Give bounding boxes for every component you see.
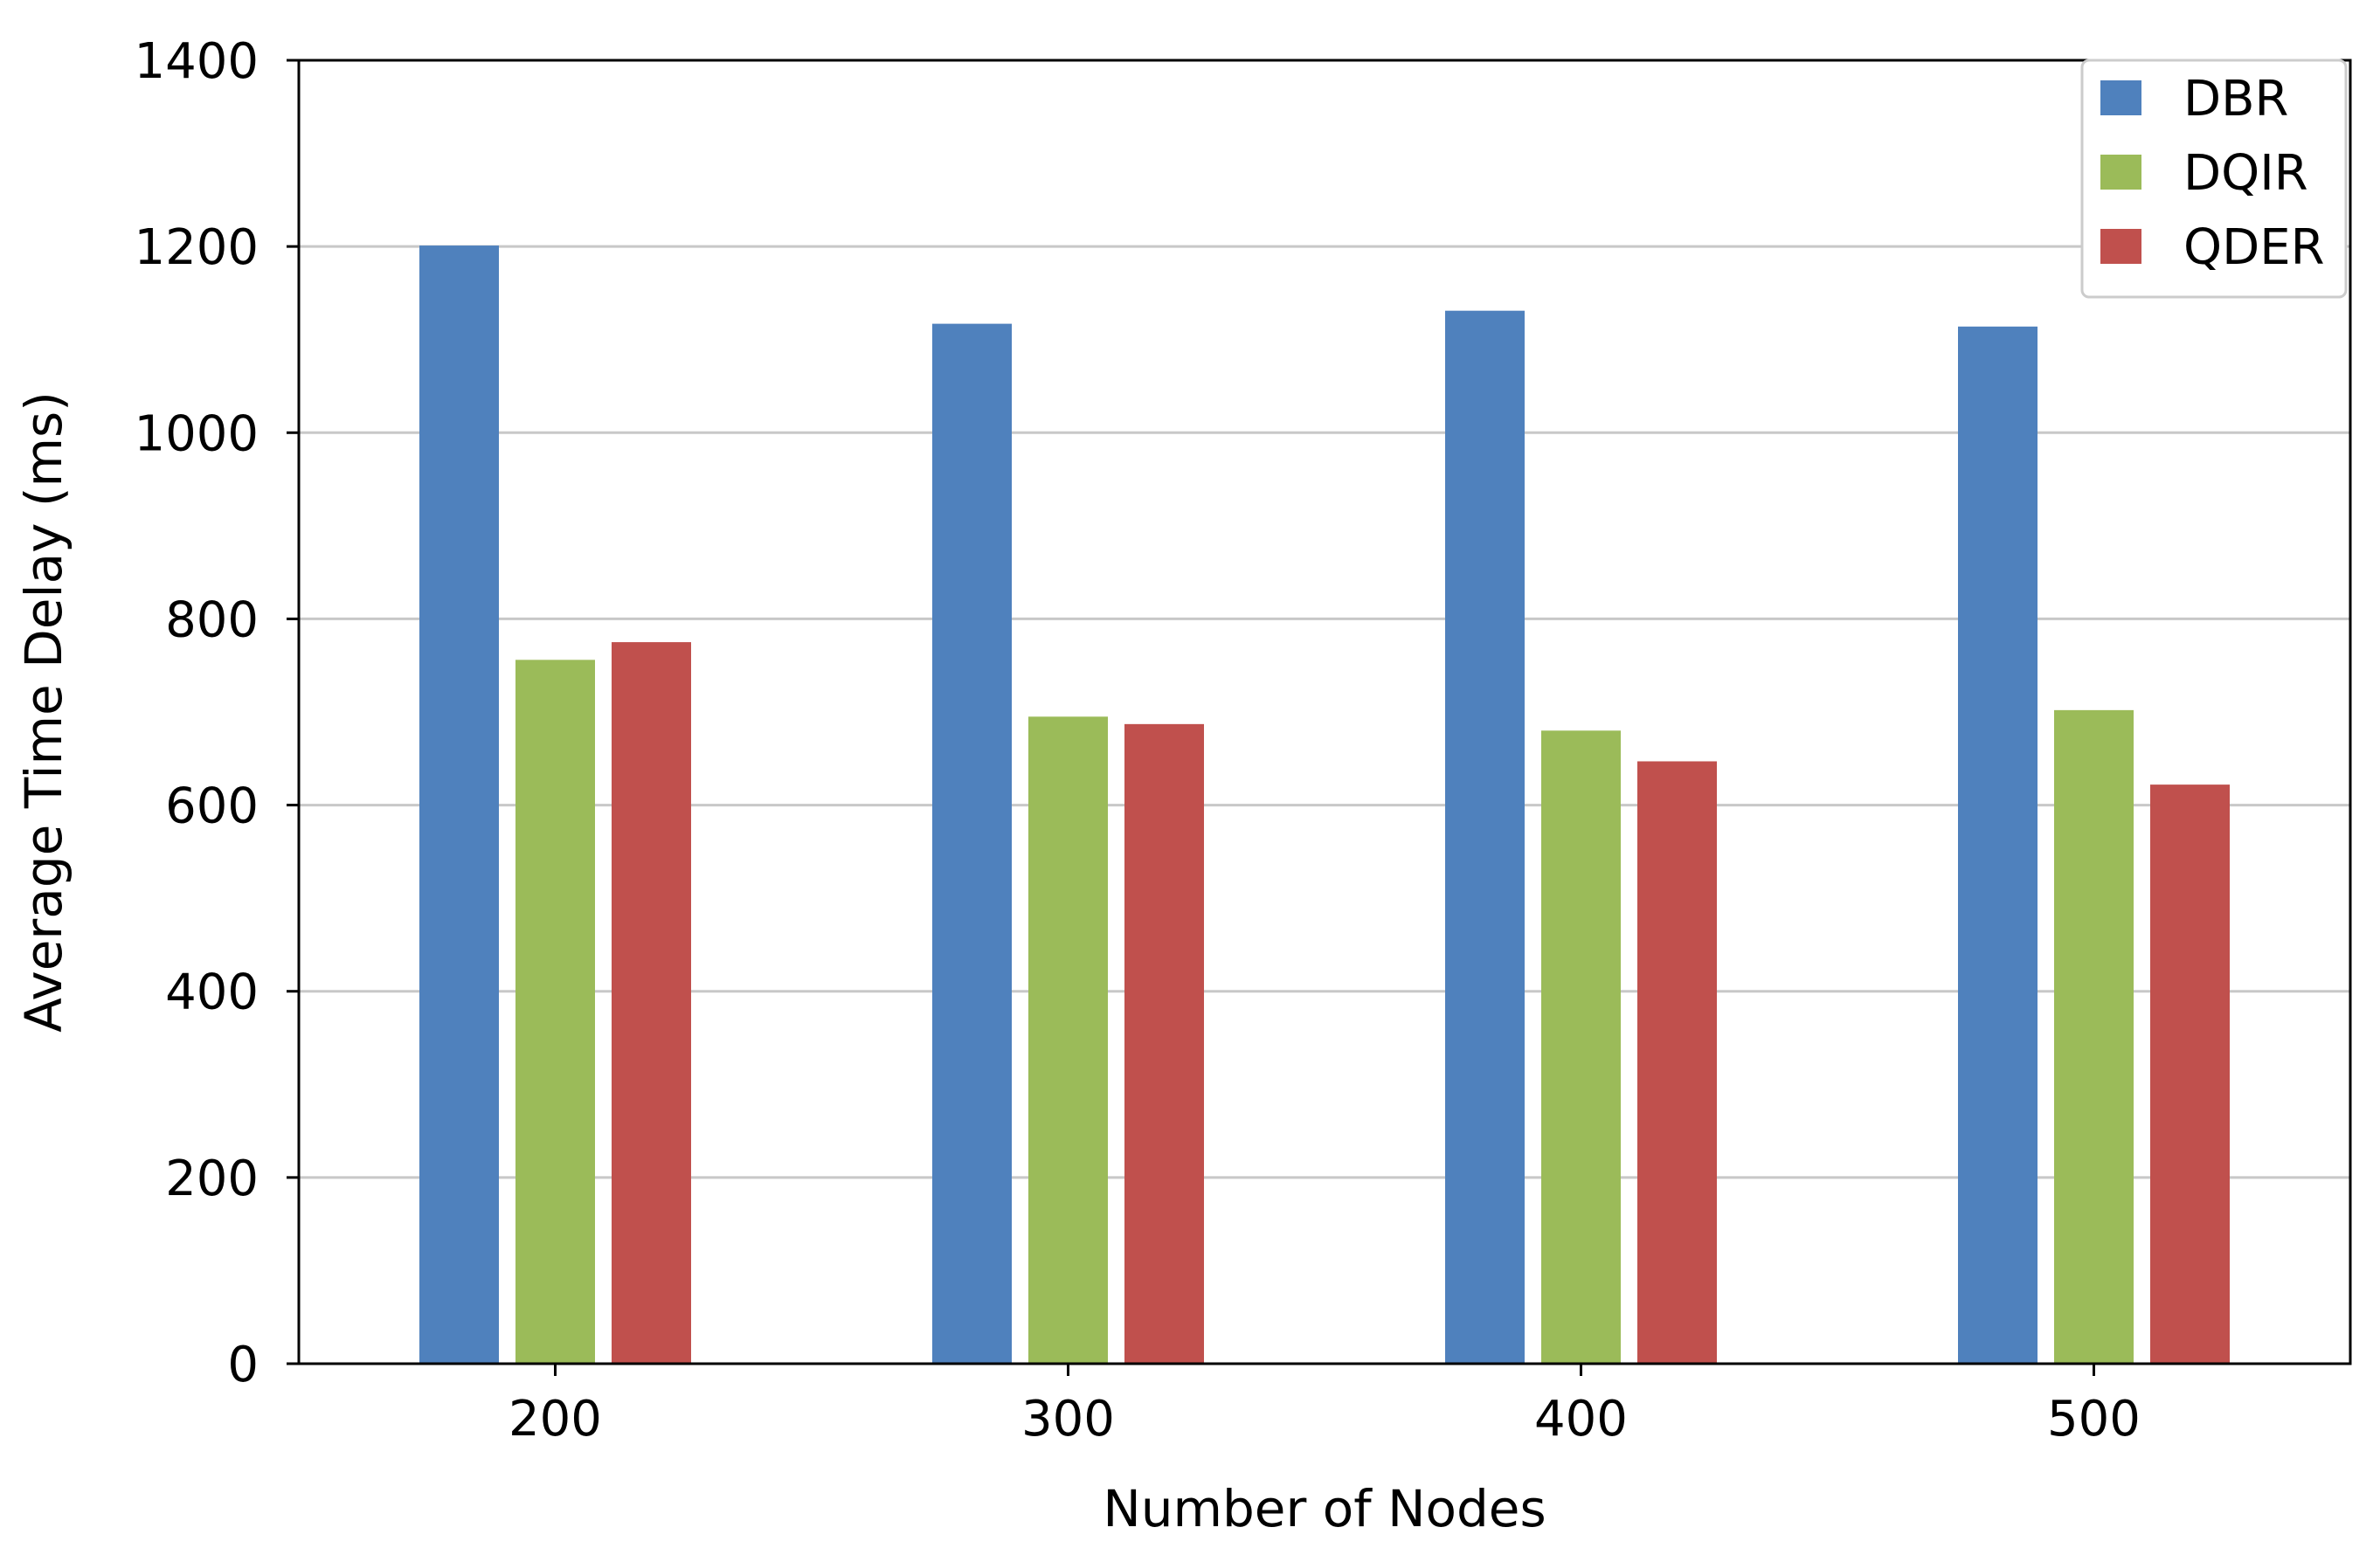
plot-frame [297,59,2352,1365]
bar-dbr-500 [1958,326,2038,1364]
bar-dqir-400 [1541,730,1621,1364]
x-tick-label: 300 [1021,1391,1115,1448]
x-tick-label: 500 [2047,1391,2141,1448]
y-tick-label: 800 [165,591,259,648]
bar-dqir-300 [1028,716,1108,1364]
legend[interactable]: DBR DQIR QDER [2080,59,2348,299]
y-tick-label: 1200 [134,219,259,276]
x-tick-label: 200 [509,1391,602,1448]
legend-box [2080,59,2348,299]
bar-qder-500 [2150,784,2230,1364]
bar-qder-400 [1637,761,1717,1364]
legend-swatch-qder[interactable] [2100,229,2141,264]
bar-dqir-200 [515,660,595,1364]
bar-qder-300 [1124,723,1204,1364]
x-tick-label: 400 [1534,1391,1628,1448]
bar-dbr-200 [419,245,499,1364]
y-tick-label: 600 [165,778,259,835]
legend-label-dqir[interactable]: DQIR [2183,145,2308,202]
y-tick-label: 1000 [134,405,259,462]
legend-swatch-dbr[interactable] [2100,80,2141,115]
x-axis: 200 300 400 500 [509,1364,2141,1448]
y-axis: 0 200 400 600 800 1000 1200 1400 [134,33,299,1393]
bar-dbr-300 [932,323,1012,1364]
y-tick-label: 400 [165,964,259,1021]
x-axis-label: Number of Nodes [1103,1479,1546,1538]
legend-label-qder[interactable]: QDER [2183,219,2325,276]
legend-swatch-dqir[interactable] [2100,155,2141,190]
bars [419,245,2230,1365]
y-tick-label: 200 [165,1151,259,1207]
bar-dqir-500 [2054,709,2134,1364]
y-tick-label: 1400 [134,33,259,90]
y-axis-label: Average Time Delay (ms) [14,391,73,1033]
bar-qder-200 [612,642,691,1364]
y-tick-label: 0 [227,1337,259,1393]
legend-label-dbr[interactable]: DBR [2183,71,2288,128]
bar-dbr-400 [1445,310,1525,1365]
